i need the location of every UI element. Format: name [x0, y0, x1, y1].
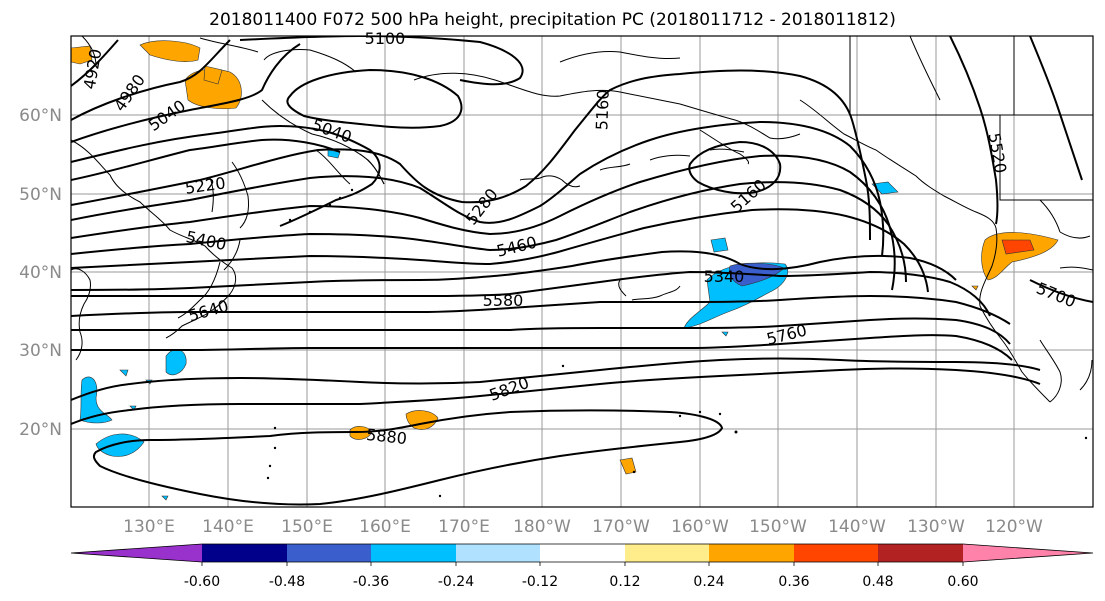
- contour-label: 5340: [704, 267, 745, 286]
- lon-label: 130°W: [907, 517, 965, 537]
- colorbar-ticks: -0.60 -0.48 -0.36 -0.24 -0.12 0.12 0.24 …: [184, 574, 979, 590]
- lon-label: 150°W: [749, 517, 807, 537]
- colorbar-tick-label: -0.24: [438, 574, 474, 590]
- longitude-labels: 130°E 140°E 150°E 160°E 170°E 180°W 170°…: [123, 517, 1043, 537]
- map-title: 2018011400 F072 500 hPa height, precipit…: [209, 10, 896, 30]
- colorbar-segment: [963, 544, 1093, 562]
- colorbar-segment: [287, 544, 371, 562]
- lat-label: 40°N: [19, 263, 62, 283]
- contour-label: 5580: [483, 291, 524, 310]
- contour-label: 5100: [365, 29, 406, 48]
- colorbar-segment: [709, 544, 794, 562]
- lon-label: 160°E: [359, 517, 411, 537]
- lat-label: 60°N: [19, 106, 62, 126]
- latitude-labels: 60°N 50°N 40°N 30°N 20°N: [19, 106, 62, 440]
- lon-label: 170°E: [438, 517, 490, 537]
- lon-label: 160°W: [671, 517, 729, 537]
- lon-label: 150°E: [281, 517, 333, 537]
- lat-label: 50°N: [19, 185, 62, 205]
- colorbar: -0.60 -0.48 -0.36 -0.24 -0.12 0.12 0.24 …: [70, 543, 1094, 590]
- lon-label: 140°E: [202, 517, 254, 537]
- lon-label: 120°W: [985, 517, 1043, 537]
- map-frame: [70, 35, 1094, 508]
- colorbar-segment: [794, 544, 878, 562]
- lon-label: 130°E: [123, 517, 175, 537]
- colorbar-segment: [625, 544, 709, 562]
- colorbar-segment: [456, 544, 540, 562]
- colorbar-tick-label: -0.36: [353, 574, 389, 590]
- colorbar-tick-label: 0.36: [778, 574, 809, 590]
- colorbar-tick-label: 0.48: [862, 574, 893, 590]
- colorbar-tick-label: 0.60: [947, 574, 978, 590]
- colorbar-segment: [71, 544, 202, 562]
- colorbar-segment: [202, 544, 287, 562]
- lon-label: 180°W: [513, 517, 571, 537]
- lon-label: 140°W: [828, 517, 886, 537]
- colorbar-segment: [371, 544, 456, 562]
- colorbar-tick-label: 0.12: [609, 574, 640, 590]
- coastlines: [71, 36, 1093, 403]
- precip-shading: [71, 40, 1059, 501]
- colorbar-tick-label: 0.24: [693, 574, 724, 590]
- lon-label: 170°W: [592, 517, 650, 537]
- colorbar-segment: [540, 544, 625, 562]
- contour-label: 5160: [592, 89, 612, 130]
- colorbar-tick-label: -0.60: [184, 574, 220, 590]
- lat-label: 30°N: [19, 341, 62, 361]
- colorbar-tick-label: -0.48: [269, 574, 305, 590]
- height-contours: [71, 36, 1093, 506]
- lat-label: 20°N: [19, 420, 62, 440]
- colorbar-tick-label: -0.12: [522, 574, 558, 590]
- colorbar-segment: [878, 544, 963, 562]
- contour-label: 5880: [365, 425, 407, 448]
- colorbar-segments: [70, 543, 1094, 566]
